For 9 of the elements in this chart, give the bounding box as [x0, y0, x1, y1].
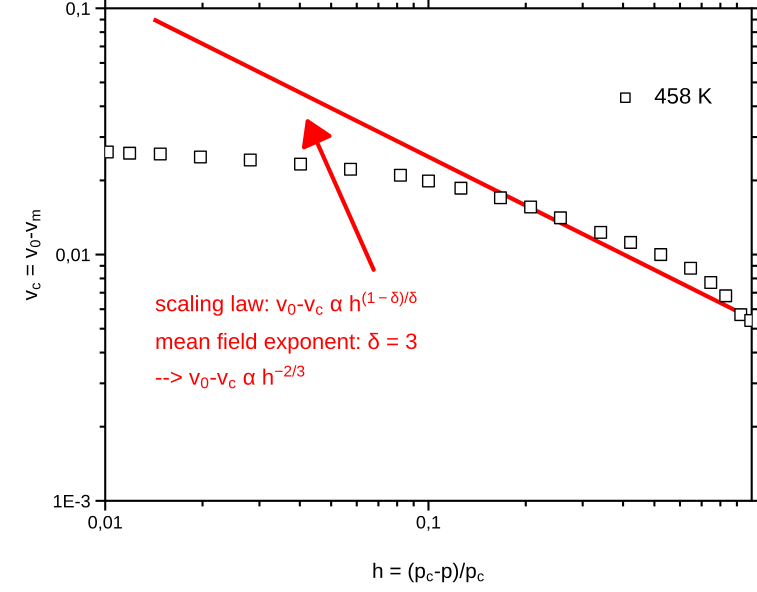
y-tick-label: 0,1 — [66, 2, 90, 18]
y-axis-title: v$_{c}$ = v$_{0}$-v$_{m}$ — [26, 210, 40, 300]
annotation: --> v$_{0}$-v$_{c}$ α h$^{−2/3}$ — [156, 365, 304, 388]
annotation: scaling law: v$_{0}$-v$_{c}$ α h$^{(1−δ)/δ}$ — [156, 292, 417, 316]
y-tick-label: 1E-3 — [54, 494, 90, 508]
legend-label: 458 K — [654, 88, 712, 104]
y-tick-label: 0,01 — [56, 248, 90, 264]
annotation: mean field exponent: δ = 3 — [156, 332, 417, 354]
x-axis-title: h = (p$_{c}$-p)/p$_{c}$ — [373, 562, 484, 582]
